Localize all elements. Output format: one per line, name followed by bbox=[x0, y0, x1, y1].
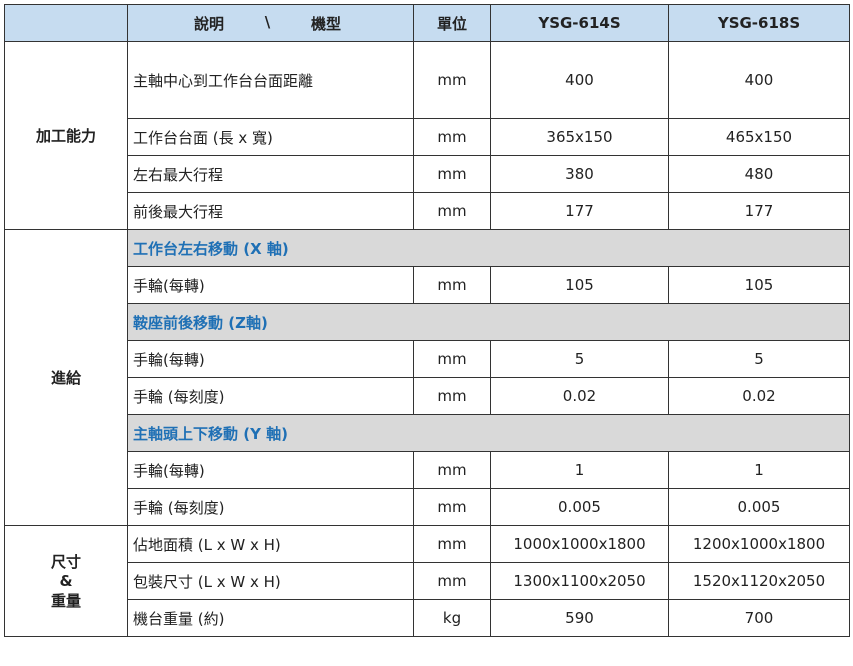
row-label: 前後最大行程 bbox=[127, 192, 414, 230]
header-row: 說明 \ 機型 單位 YSG-614S YSG-618S bbox=[4, 4, 850, 42]
row-label: 包裝尺寸 (L x W x H) bbox=[127, 562, 414, 600]
header-blank bbox=[4, 4, 128, 42]
row-unit: mm bbox=[413, 118, 491, 156]
table-row: 機台重量 (約) kg 590 700 bbox=[5, 599, 850, 637]
row-value-model-2: 400 bbox=[668, 41, 850, 119]
row-unit: mm bbox=[413, 155, 491, 193]
row-label: 手輪(每轉) bbox=[127, 340, 414, 378]
row-label: 機台重量 (約) bbox=[127, 599, 414, 637]
row-value-model-1: 380 bbox=[490, 155, 669, 193]
row-value-model-2: 0.02 bbox=[668, 377, 850, 415]
section-label: 工作台左右移動 (X 軸) bbox=[127, 229, 850, 267]
table-row: 尺寸 & 重量 佔地面積 (L x W x H) mm 1000x1000x1800 1… bbox=[4, 525, 850, 637]
row-value-model-2: 5 bbox=[668, 340, 850, 378]
row-unit: mm bbox=[413, 562, 491, 600]
row-value-model-1: 5 bbox=[490, 340, 669, 378]
row-value-model-1: 400 bbox=[490, 41, 669, 119]
row-unit: mm bbox=[413, 340, 491, 378]
header-unit: 單位 bbox=[413, 4, 491, 42]
category-cell: 加工能力 bbox=[4, 41, 128, 230]
row-value-model-2: 1520x1120x2050 bbox=[668, 562, 850, 600]
section-row: 進給 工作台左右移動 (X 軸) bbox=[4, 229, 850, 526]
section-row: 鞍座前後移動 (Z軸) bbox=[5, 303, 850, 341]
row-value-model-2: 177 bbox=[668, 192, 850, 230]
table-row: 前後最大行程 mm 177 177 bbox=[5, 192, 850, 230]
row-value-model-1: 177 bbox=[490, 192, 669, 230]
category-cell: 進給 bbox=[4, 229, 128, 526]
row-unit: mm bbox=[413, 525, 491, 563]
row-label: 手輪 (每刻度) bbox=[127, 488, 414, 526]
row-value-model-1: 1300x1100x2050 bbox=[490, 562, 669, 600]
section-label: 主軸頭上下移動 (Y 軸) bbox=[127, 414, 850, 452]
row-unit: mm bbox=[413, 377, 491, 415]
row-value-model-2: 1 bbox=[668, 451, 850, 489]
row-label: 左右最大行程 bbox=[127, 155, 414, 193]
row-label: 手輪(每轉) bbox=[127, 451, 414, 489]
row-label: 佔地面積 (L x W x H) bbox=[127, 525, 414, 563]
row-value-model-2: 0.005 bbox=[668, 488, 850, 526]
row-value-model-1: 1 bbox=[490, 451, 669, 489]
table-row: 工作台台面 (長 x 寬) mm 365x150 465x150 bbox=[5, 118, 850, 156]
row-value-model-1: 105 bbox=[490, 266, 669, 304]
header-model-2: YSG-618S bbox=[668, 4, 850, 42]
row-unit: mm bbox=[413, 266, 491, 304]
row-value-model-2: 480 bbox=[668, 155, 850, 193]
table-row: 包裝尺寸 (L x W x H) mm 1300x1100x2050 1520x112… bbox=[5, 562, 850, 600]
header-desc-label: 說明 bbox=[194, 14, 225, 33]
table-row: 手輪(每轉) mm 105 105 bbox=[5, 266, 850, 304]
row-value-model-2: 1200x1000x1800 bbox=[668, 525, 850, 563]
header-description: 說明 \ 機型 bbox=[127, 4, 414, 42]
row-unit: mm bbox=[413, 488, 491, 526]
row-unit: mm bbox=[413, 192, 491, 230]
row-value-model-1: 365x150 bbox=[490, 118, 669, 156]
row-label: 手輪 (每刻度) bbox=[127, 377, 414, 415]
table-row: 手輪(每轉) mm 5 5 bbox=[5, 340, 850, 378]
table-row: 手輪(每轉) mm 1 1 bbox=[5, 451, 850, 489]
table-row: 手輪 (每刻度) mm 0.005 0.005 bbox=[5, 488, 850, 526]
row-label: 手輪(每轉) bbox=[127, 266, 414, 304]
table-row: 手輪 (每刻度) mm 0.02 0.02 bbox=[5, 377, 850, 415]
header-model-1: YSG-614S bbox=[490, 4, 669, 42]
row-unit: kg bbox=[413, 599, 491, 637]
row-value-model-1: 0.005 bbox=[490, 488, 669, 526]
row-value-model-1: 1000x1000x1800 bbox=[490, 525, 669, 563]
row-value-model-2: 465x150 bbox=[668, 118, 850, 156]
row-value-model-1: 590 bbox=[490, 599, 669, 637]
table-row: 左右最大行程 mm 380 480 bbox=[5, 155, 850, 193]
row-value-model-1: 0.02 bbox=[490, 377, 669, 415]
table-row: 加工能力 主軸中心到工作台台面距離 mm 400 400 bbox=[4, 41, 850, 230]
row-label: 工作台台面 (長 x 寬) bbox=[127, 118, 414, 156]
section-label: 鞍座前後移動 (Z軸) bbox=[127, 303, 850, 341]
header-sep: \ bbox=[264, 12, 271, 31]
row-value-model-2: 700 bbox=[668, 599, 850, 637]
category-cell: 尺寸 & 重量 bbox=[4, 525, 128, 637]
row-label: 主軸中心到工作台台面距離 bbox=[127, 41, 414, 119]
row-value-model-2: 105 bbox=[668, 266, 850, 304]
row-unit: mm bbox=[413, 451, 491, 489]
section-row: 主軸頭上下移動 (Y 軸) bbox=[5, 414, 850, 452]
row-unit: mm bbox=[413, 41, 491, 119]
spec-table: 說明 \ 機型 單位 YSG-614S YSG-618S 加工能力 主軸中心到工作台台… bbox=[4, 4, 850, 637]
header-model-label: 機型 bbox=[310, 14, 341, 33]
